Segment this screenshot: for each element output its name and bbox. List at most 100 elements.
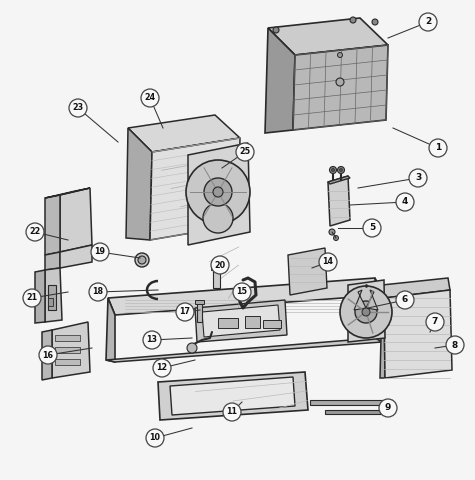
Polygon shape — [170, 377, 295, 415]
Text: 17: 17 — [180, 308, 190, 316]
Circle shape — [419, 13, 437, 31]
Polygon shape — [382, 278, 450, 298]
Circle shape — [204, 178, 232, 206]
Polygon shape — [328, 176, 350, 226]
Text: 5: 5 — [369, 224, 375, 232]
Polygon shape — [128, 115, 240, 152]
Bar — [55, 347, 80, 353]
Circle shape — [396, 291, 414, 309]
Circle shape — [135, 253, 149, 267]
Text: 2: 2 — [425, 17, 431, 26]
Text: 11: 11 — [227, 408, 238, 417]
Polygon shape — [384, 290, 452, 378]
Text: 10: 10 — [150, 433, 161, 443]
Circle shape — [176, 303, 194, 321]
Text: 1: 1 — [435, 144, 441, 153]
Polygon shape — [293, 45, 388, 130]
Polygon shape — [45, 268, 62, 322]
Text: 22: 22 — [29, 228, 41, 237]
Text: 25: 25 — [239, 147, 251, 156]
Polygon shape — [202, 305, 280, 337]
Circle shape — [69, 99, 87, 117]
Polygon shape — [150, 138, 240, 240]
Text: 6: 6 — [402, 296, 408, 304]
Circle shape — [319, 253, 337, 271]
Bar — [48, 298, 53, 306]
Polygon shape — [268, 18, 388, 55]
Polygon shape — [52, 322, 90, 378]
Circle shape — [39, 346, 57, 364]
Circle shape — [143, 331, 161, 349]
Text: 15: 15 — [237, 288, 247, 297]
Polygon shape — [45, 252, 60, 270]
Circle shape — [332, 168, 334, 171]
Bar — [55, 359, 80, 365]
Text: 7: 7 — [432, 317, 438, 326]
Bar — [195, 300, 204, 304]
Circle shape — [141, 89, 159, 107]
Polygon shape — [366, 290, 378, 310]
Circle shape — [355, 301, 377, 323]
Text: 3: 3 — [415, 173, 421, 182]
Polygon shape — [108, 278, 382, 315]
Circle shape — [372, 19, 378, 25]
Polygon shape — [265, 28, 295, 133]
Polygon shape — [60, 245, 92, 268]
Circle shape — [350, 17, 356, 23]
Polygon shape — [42, 330, 52, 380]
Polygon shape — [348, 280, 385, 342]
Polygon shape — [45, 188, 90, 198]
Bar — [310, 400, 385, 405]
Bar — [55, 335, 80, 341]
Circle shape — [233, 283, 251, 301]
Circle shape — [211, 256, 229, 274]
Polygon shape — [45, 195, 60, 255]
Text: 13: 13 — [146, 336, 158, 345]
Circle shape — [186, 160, 250, 224]
Bar — [263, 320, 281, 328]
Polygon shape — [328, 176, 350, 184]
Bar — [325, 410, 385, 414]
Circle shape — [396, 193, 414, 211]
Circle shape — [330, 167, 336, 173]
Circle shape — [89, 283, 107, 301]
Circle shape — [223, 403, 241, 421]
Polygon shape — [158, 372, 308, 420]
Bar — [197, 302, 202, 322]
Circle shape — [333, 236, 339, 240]
Text: 19: 19 — [95, 248, 105, 256]
Circle shape — [446, 336, 464, 354]
Circle shape — [213, 187, 223, 197]
Polygon shape — [195, 300, 287, 342]
Circle shape — [138, 256, 146, 264]
Circle shape — [23, 289, 41, 307]
Circle shape — [426, 313, 444, 331]
Text: 20: 20 — [214, 261, 226, 269]
Text: 16: 16 — [42, 350, 54, 360]
Text: 24: 24 — [144, 94, 156, 103]
Circle shape — [362, 308, 370, 316]
Polygon shape — [375, 278, 382, 342]
Polygon shape — [188, 143, 250, 245]
Circle shape — [363, 219, 381, 237]
Text: 23: 23 — [72, 104, 84, 112]
Text: 18: 18 — [93, 288, 104, 297]
Bar — [211, 265, 222, 270]
Circle shape — [429, 139, 447, 157]
Circle shape — [203, 203, 233, 233]
Circle shape — [236, 143, 254, 161]
Circle shape — [340, 168, 342, 171]
Circle shape — [338, 167, 344, 173]
Circle shape — [273, 27, 279, 33]
Circle shape — [329, 229, 335, 235]
Circle shape — [379, 399, 397, 417]
Polygon shape — [106, 298, 115, 362]
Text: 21: 21 — [27, 293, 38, 302]
Circle shape — [187, 343, 197, 353]
Bar — [245, 316, 260, 328]
Text: 8: 8 — [452, 340, 458, 349]
Circle shape — [153, 359, 171, 377]
Text: 14: 14 — [323, 257, 333, 266]
Circle shape — [338, 52, 342, 58]
Text: 9: 9 — [385, 404, 391, 412]
